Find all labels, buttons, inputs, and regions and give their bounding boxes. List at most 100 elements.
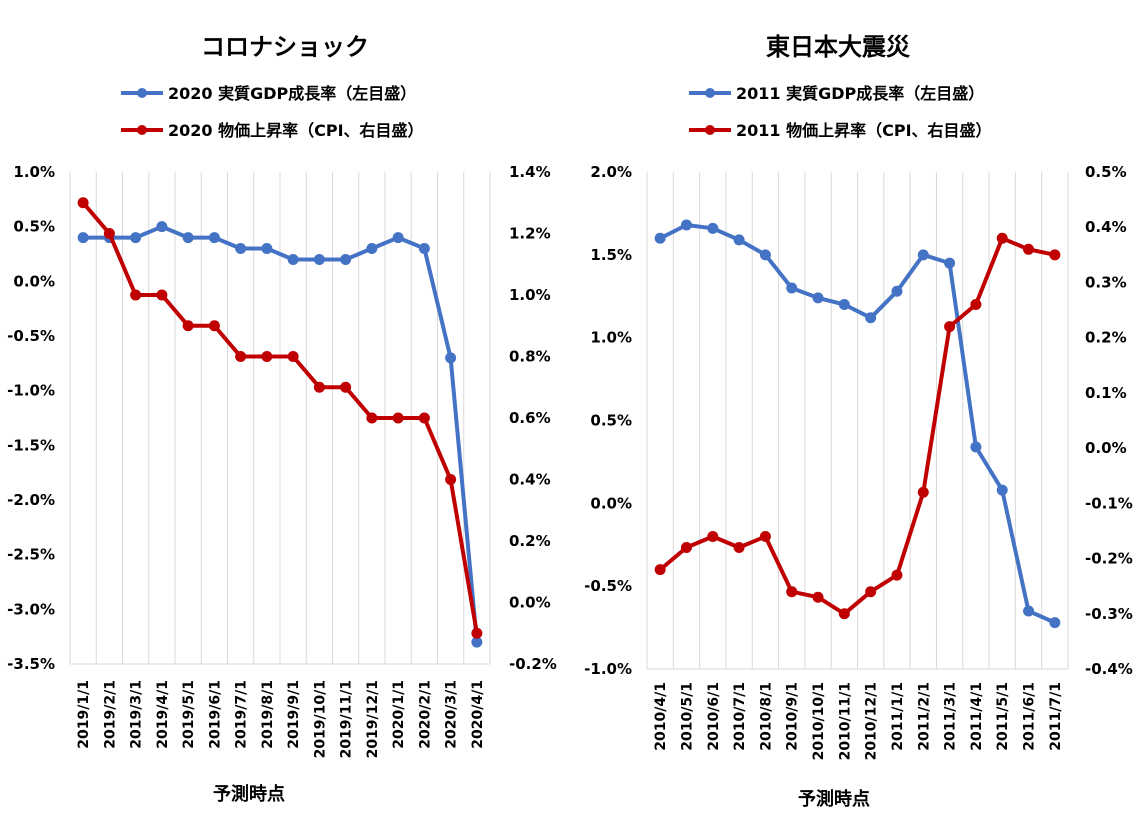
data-point: [680, 542, 692, 554]
left-y-tick-label: -0.5%: [584, 577, 632, 595]
legend-marker: [137, 125, 147, 135]
right-y-tick-label: -0.3%: [1085, 605, 1133, 623]
series-line: [81, 201, 479, 634]
data-point: [812, 292, 824, 304]
series-line: [659, 223, 1056, 625]
left-y-tick-label: -1.5%: [7, 436, 55, 454]
left-y-tick-label: -2.5%: [7, 546, 55, 564]
data-point: [130, 289, 142, 301]
data-point: [865, 312, 877, 324]
left-y-tick-label: -1.0%: [584, 660, 632, 678]
data-point: [759, 249, 771, 261]
data-point: [917, 486, 929, 498]
x-tick-label: 2019/12/1: [365, 680, 381, 758]
data-point: [418, 243, 430, 255]
data-point: [445, 352, 457, 364]
legend-marker: [705, 88, 715, 98]
data-point: [287, 351, 299, 362]
series-cpi: [654, 232, 1061, 620]
x-tick-label: 2010/7/1: [732, 682, 748, 751]
data-point: [917, 249, 929, 261]
x-tick-label: 2019/9/1: [286, 680, 302, 749]
x-tick-label: 2010/6/1: [706, 682, 722, 751]
legend-entry: 2020 物価上昇率（CPI、右目盛）: [121, 121, 424, 140]
right-y-tick-label: -0.2%: [1085, 550, 1133, 568]
data-point: [313, 253, 325, 265]
left-y-tick-label: -1.0%: [7, 382, 55, 400]
right-y-tick-label: 0.8%: [509, 348, 551, 366]
data-point: [471, 636, 483, 648]
data-point: [156, 289, 168, 301]
legend-label: 2011 物価上昇率（CPI、右目盛）: [736, 121, 992, 140]
x-tick-label: 2019/1/1: [76, 680, 92, 749]
left-y-tick-label: 0.0%: [590, 494, 632, 512]
data-point: [996, 232, 1008, 244]
data-point: [471, 627, 483, 639]
data-point: [1023, 605, 1035, 617]
chart-1: コロナショック 2020 実質GDP成長率（左目盛） 2020 物価上昇率（CPI、…: [7, 33, 557, 805]
left-y-tick-label: 1.5%: [590, 246, 632, 264]
legend-label: 2020 物価上昇率（CPI、右目盛）: [168, 121, 424, 140]
data-point: [182, 232, 194, 244]
left-y-tick-label: -3.0%: [7, 600, 55, 618]
data-point: [891, 569, 903, 581]
data-point: [838, 608, 850, 620]
data-point: [654, 232, 666, 244]
data-point: [707, 222, 719, 234]
data-point: [392, 232, 404, 244]
left-y-tick-label: 1.0%: [590, 329, 632, 347]
data-point: [340, 253, 352, 265]
x-axis-label: 予測時点: [798, 788, 870, 810]
gridlines: [646, 172, 1069, 669]
data-point: [1049, 617, 1061, 629]
x-tick-label: 2010/8/1: [758, 682, 774, 751]
data-point: [944, 321, 956, 333]
right-y-tick-label: 0.4%: [1085, 218, 1127, 236]
right-y-tick-label: 0.0%: [509, 594, 551, 612]
data-point: [103, 228, 115, 239]
data-point: [261, 351, 273, 362]
series-gdp: [654, 219, 1061, 629]
right-y-tick-label: 0.0%: [1085, 439, 1127, 457]
data-point: [445, 474, 457, 485]
x-tick-label: 2011/5/1: [995, 682, 1011, 751]
x-tick-label: 2011/3/1: [943, 682, 959, 751]
data-point: [77, 232, 89, 244]
data-point: [156, 221, 168, 233]
series-line: [83, 224, 479, 643]
x-tick-label: 2010/5/1: [679, 682, 695, 751]
left-y-tick-label: 0.5%: [590, 412, 632, 430]
right-y-tick-label: 0.2%: [1085, 329, 1127, 347]
x-tick-label: 2010/4/1: [653, 682, 669, 751]
chart-title: 東日本大震災: [766, 33, 911, 61]
data-point: [366, 243, 378, 255]
x-tick-label: 2011/2/1: [916, 682, 932, 751]
data-point: [1023, 243, 1035, 255]
data-point: [1049, 249, 1061, 261]
x-tick-label: 2019/4/1: [155, 680, 171, 749]
data-point: [77, 197, 89, 209]
data-point: [970, 299, 982, 311]
x-tick-label: 2019/2/1: [102, 680, 118, 749]
legend-marker: [137, 88, 147, 98]
x-tick-label: 2020/4/1: [470, 680, 486, 749]
left-y-tick-label: 0.0%: [13, 272, 55, 290]
chart-title: コロナショック: [201, 33, 369, 61]
data-point: [707, 530, 719, 542]
series-cpi: [77, 197, 483, 639]
left-y-tick-label: -3.5%: [7, 655, 55, 673]
data-point: [261, 243, 273, 255]
x-tick-label: 2011/7/1: [1048, 682, 1064, 751]
left-y-tick-label: 1.0%: [13, 163, 55, 181]
data-point: [680, 219, 692, 231]
x-tick-label: 2019/6/1: [207, 680, 223, 749]
left-y-tick-label: -0.5%: [7, 327, 55, 345]
data-point: [313, 381, 325, 393]
x-tick-label: 2010/12/1: [864, 682, 880, 760]
legend-label: 2020 実質GDP成長率（左目盛）: [168, 84, 416, 103]
data-point: [786, 282, 798, 294]
x-tick-label: 2010/10/1: [811, 682, 827, 760]
legend-marker: [705, 125, 715, 135]
data-point: [759, 530, 771, 542]
